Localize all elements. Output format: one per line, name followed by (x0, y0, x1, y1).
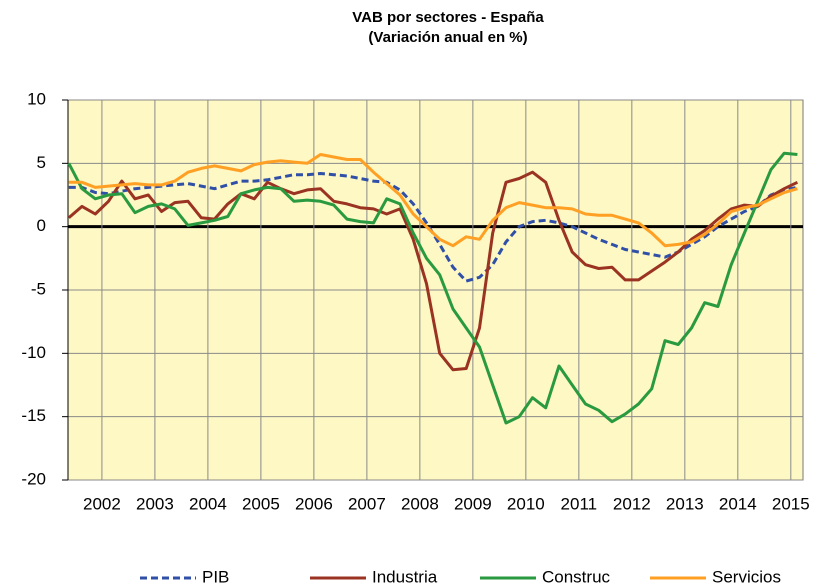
series-line (67, 170, 799, 372)
series-line (68, 153, 798, 248)
legend-label: Construc (542, 567, 611, 586)
y-tick-label: 10 (27, 89, 46, 108)
legend-label: Industria (372, 567, 438, 586)
x-tick-label: 2013 (666, 494, 704, 513)
x-tick-label: 2010 (507, 494, 545, 513)
x-tick-label: 2004 (189, 494, 227, 513)
y-tick-label: -20 (21, 469, 46, 488)
x-tick-label: 2002 (83, 494, 121, 513)
x-tick-label: 2008 (401, 494, 439, 513)
x-tick-label: 2012 (613, 494, 651, 513)
x-tick-label: 2007 (348, 494, 386, 513)
y-tick-label: 0 (37, 216, 46, 235)
chart-subtitle: (Variación anual en %) (368, 29, 527, 46)
x-tick-label: 2006 (295, 494, 333, 513)
x-tick-label: 2003 (136, 494, 174, 513)
chart-title: VAB por sectores - España (352, 9, 544, 26)
x-tick-label: 2014 (719, 494, 757, 513)
series-line (67, 151, 798, 425)
x-tick-label: 2009 (454, 494, 492, 513)
x-tick-label: 2015 (772, 494, 810, 513)
legend-label: PIB (202, 567, 229, 586)
x-tick-label: 2011 (561, 494, 598, 513)
y-tick-label: -15 (21, 406, 46, 425)
y-tick-label: -10 (21, 343, 46, 362)
x-tick-label: 2005 (242, 494, 280, 513)
y-tick-label: -5 (31, 279, 46, 298)
legend-label: Servicios (712, 567, 781, 586)
y-tick-label: 5 (37, 153, 46, 172)
